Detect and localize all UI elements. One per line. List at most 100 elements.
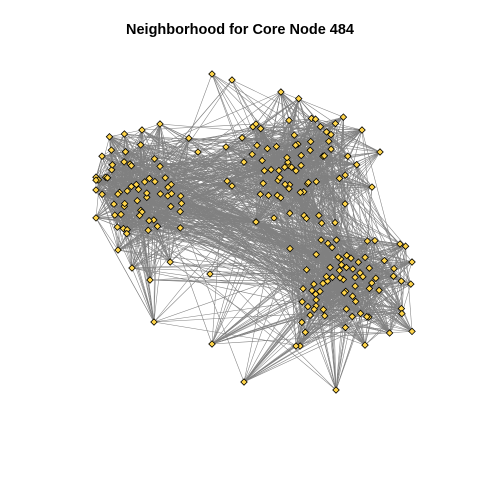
graph-node [120, 130, 129, 138]
graph-edge [255, 221, 353, 297]
graph-node [298, 318, 306, 327]
graph-node [143, 189, 151, 197]
graph-node [342, 251, 351, 260]
graph-edge [231, 79, 341, 278]
graph-node [127, 161, 136, 170]
graph-edge [211, 73, 302, 166]
graph-node [156, 162, 164, 171]
graph-node [311, 115, 320, 123]
graph-edge [124, 133, 227, 148]
graph-node [375, 286, 383, 295]
chart-title: Neighborhood for Core Node 484 [126, 22, 354, 38]
graph-edge [255, 215, 305, 223]
graph-edge [252, 126, 403, 314]
graph-node [320, 312, 329, 320]
graph-edge [356, 164, 380, 291]
graph-edge [273, 217, 341, 260]
graph-node [301, 328, 310, 337]
graph-node [286, 244, 294, 253]
graph-edge [252, 154, 359, 263]
graph-node [322, 272, 331, 281]
graph-node [176, 207, 184, 216]
graph-node [320, 152, 329, 160]
graph-node [194, 148, 202, 156]
graph-edge [315, 305, 337, 391]
graph-node [256, 190, 265, 199]
graph-node [167, 189, 176, 198]
graph-node [259, 179, 267, 188]
graph-node [361, 253, 369, 262]
graph-edge [114, 214, 211, 275]
graph-edge [330, 134, 346, 204]
graph-node [337, 261, 346, 269]
graph-edge [209, 129, 363, 275]
graph-node [312, 296, 320, 304]
graph-edge [112, 164, 257, 223]
graph-node [299, 284, 307, 293]
graph-node [113, 223, 122, 231]
graph-edge [335, 278, 377, 391]
graph-node [351, 273, 359, 282]
graph-node [185, 134, 193, 142]
node-layer [92, 70, 416, 394]
graph-edge [127, 185, 233, 230]
graph-edge [211, 73, 324, 284]
graph-node [336, 273, 344, 282]
graph-edge [114, 146, 227, 216]
graph-edge [95, 189, 376, 279]
graph-node [208, 70, 216, 78]
graph-node [161, 174, 170, 182]
graph-edge [197, 151, 301, 347]
core-node [252, 218, 260, 226]
graph-node [365, 284, 374, 293]
graph-edge [298, 98, 364, 277]
graph-edge [231, 185, 317, 307]
graph-node [107, 146, 116, 154]
graph-node [312, 177, 321, 186]
graph-edge [335, 123, 412, 285]
graph-node [105, 133, 114, 141]
graph-node [136, 141, 145, 149]
graph-node [145, 174, 154, 183]
graph-edge [243, 134, 332, 383]
graph-node [344, 152, 352, 160]
graph-node [206, 270, 214, 278]
graph-node [120, 199, 129, 208]
graph-edge [140, 144, 368, 242]
graph-edge [252, 126, 395, 269]
graph-edge [197, 151, 307, 219]
graph-edge [131, 267, 155, 323]
graph-edge [126, 233, 327, 277]
graph-node [385, 329, 394, 337]
graph-edge [298, 98, 336, 124]
graph-node [223, 177, 231, 185]
graph-node [356, 309, 365, 318]
graph-node [356, 269, 364, 277]
graph-node [332, 386, 340, 394]
graph-edge [211, 73, 337, 391]
graph-edge [95, 206, 125, 219]
graph-edge [231, 157, 288, 187]
graph-node [138, 126, 146, 134]
graph-edge [243, 294, 316, 383]
graph-node [315, 211, 323, 220]
graph-edge [159, 123, 295, 136]
graph-node [365, 264, 374, 272]
graph-edge [255, 98, 299, 223]
graph-node [150, 216, 158, 224]
graph-edge [345, 174, 413, 263]
graph-node [281, 180, 289, 189]
graph-edge [231, 79, 315, 285]
graph-edge [255, 218, 307, 223]
graph-node [306, 311, 314, 319]
graph-edge [211, 160, 263, 345]
graph-edge [255, 221, 366, 346]
graph-edge [153, 221, 257, 323]
graph-edge [316, 181, 356, 278]
graph-node [277, 88, 285, 96]
graph-edge [384, 260, 402, 309]
graph-edge [209, 273, 376, 279]
graph-node [267, 165, 275, 174]
graph-node [98, 152, 106, 160]
graph-node [256, 124, 265, 133]
